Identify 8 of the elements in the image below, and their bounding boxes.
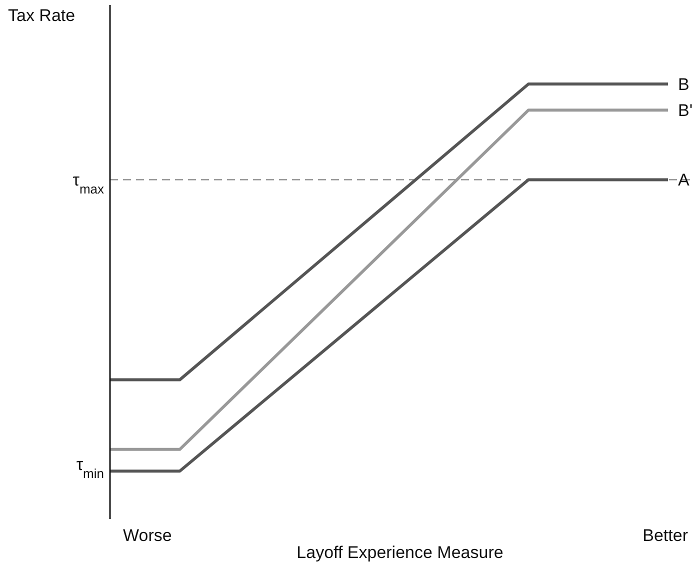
y-axis-title: Tax Rate	[8, 6, 76, 26]
x-axis-title: Layoff Experience Measure	[296, 543, 504, 562]
series-label: B'	[678, 101, 693, 120]
text: Better	[642, 526, 688, 546]
text: τ$_{min}$	[76, 455, 104, 480]
text: Worse	[123, 526, 172, 546]
ref-line-label: τ$_{max}$	[72, 170, 104, 196]
series-label: B	[678, 75, 690, 94]
